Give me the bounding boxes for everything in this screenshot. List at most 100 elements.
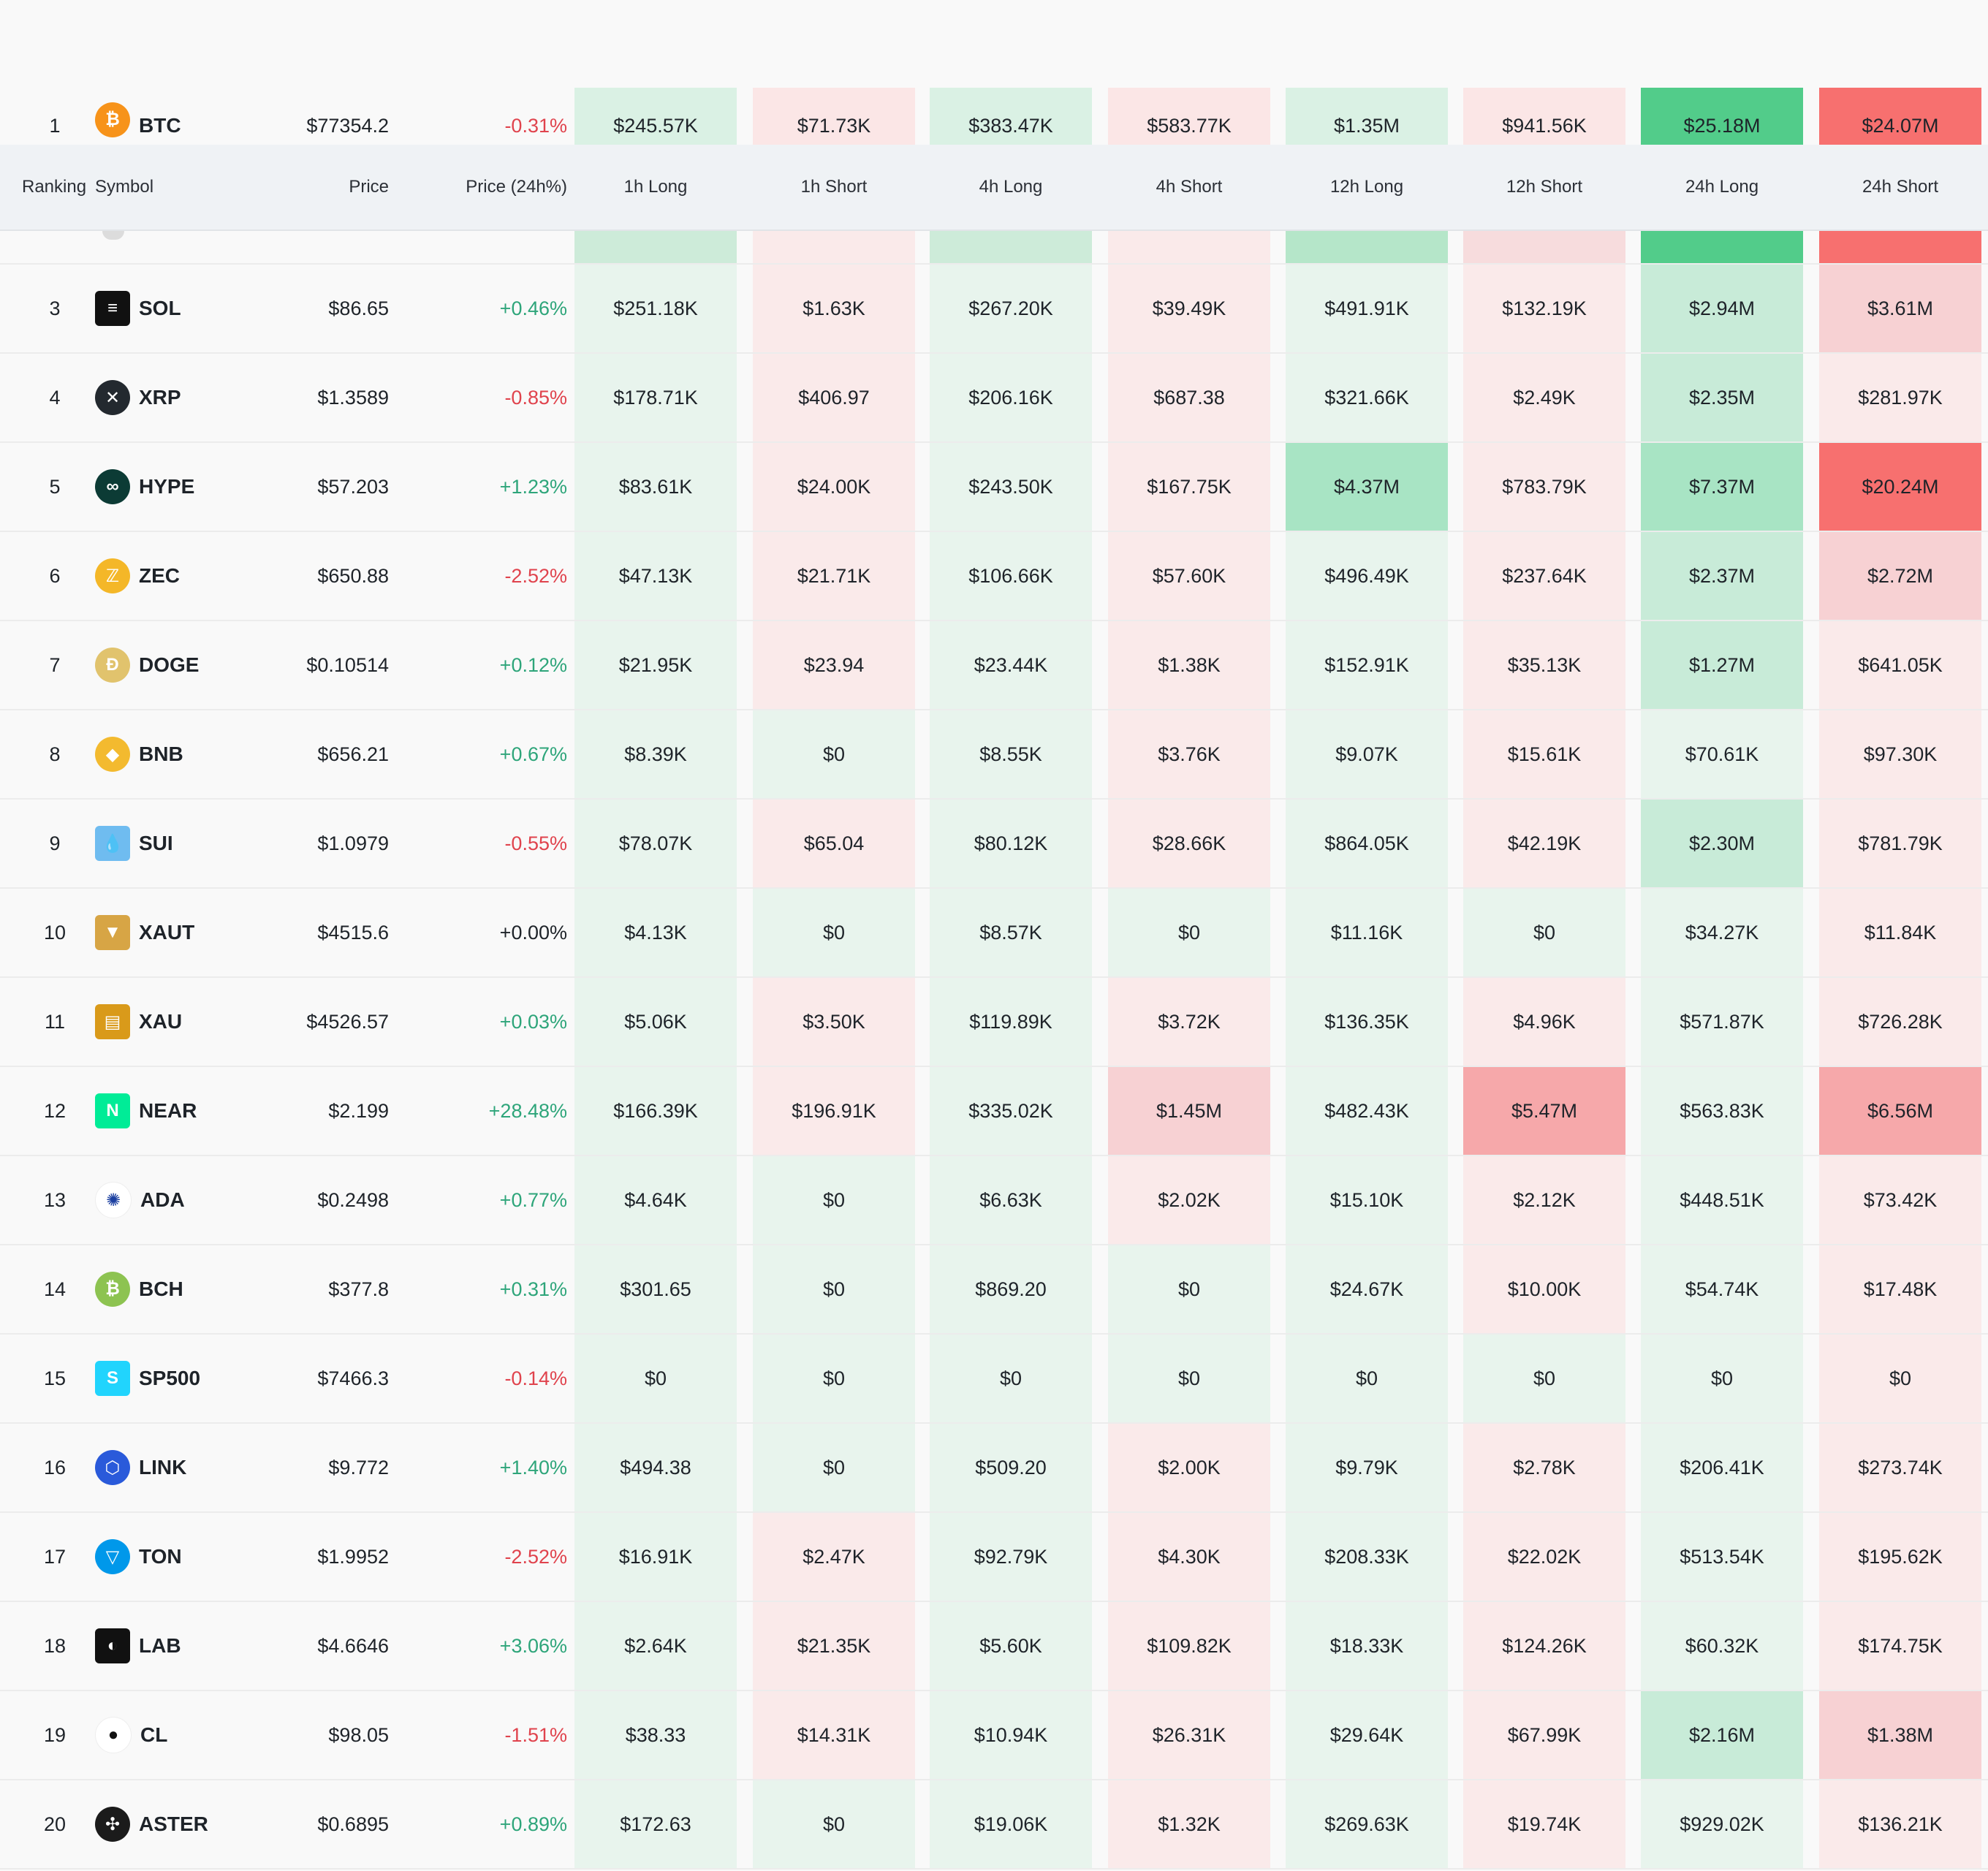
- 24h-short-cell: $11.84K: [1819, 889, 1981, 976]
- symbol-cell[interactable]: ⬡ LINK: [95, 1424, 256, 1511]
- symbol-label: SUI: [139, 832, 173, 854]
- symbol-cell[interactable]: ▼ XAUT: [95, 889, 256, 976]
- symbol-cell[interactable]: ✣ ASTER: [95, 1780, 256, 1868]
- 4h-long-cell: $869.20: [930, 1245, 1092, 1333]
- header-price[interactable]: Price: [349, 177, 389, 197]
- table-row[interactable]: 7 Ð DOGE $0.10514 +0.12% $21.95K $23.94 $23.44K…: [0, 621, 1988, 710]
- price-cell: $4515.6: [317, 921, 389, 944]
- symbol-label: ADA: [140, 1188, 185, 1211]
- table-row[interactable]: 19 ● CL $98.05 -1.51% $38.33 $14.31K $10.94K $26…: [0, 1691, 1988, 1780]
- 1h-long-cell: $5.06K: [574, 978, 737, 1066]
- 1h-short-cell: $3.50K: [753, 978, 915, 1066]
- symbol-cell[interactable]: ₿ BCH: [95, 1245, 256, 1333]
- header-price-change[interactable]: Price (24h%): [466, 177, 567, 197]
- symbol-cell[interactable]: ∞ HYPE: [95, 443, 256, 531]
- price-change-cell: +0.67%: [499, 743, 567, 765]
- header-24h-long[interactable]: 24h Long: [1685, 177, 1759, 197]
- btc-icon: ₿: [95, 102, 130, 137]
- 24h-long-cell: $2.35M: [1641, 354, 1803, 441]
- 12h-short-cell: $783.79K: [1463, 443, 1625, 531]
- symbol-cell[interactable]: ▽ TON: [95, 1513, 256, 1601]
- rank-cell: 4: [49, 386, 61, 409]
- 12h-short-cell: $124.26K: [1463, 1602, 1625, 1690]
- price-change-cell: -2.52%: [504, 564, 567, 587]
- table-row[interactable]: 16 ⬡ LINK $9.772 +1.40% $494.38 $0 $509.20 $2.00…: [0, 1424, 1988, 1513]
- table-row[interactable]: 17 ▽ TON $1.9952 -2.52% $16.91K $2.47K $92.79K $…: [0, 1513, 1988, 1602]
- table-row[interactable]: 20 ✣ ASTER $0.6895 +0.89% $172.63 $0 $19.06K $1.…: [0, 1780, 1988, 1870]
- symbol-cell[interactable]: S SP500: [95, 1335, 256, 1422]
- 12h-long-cell: $1.35M: [1286, 88, 1448, 145]
- header-ranking[interactable]: Ranking: [22, 177, 87, 197]
- symbol-cell[interactable]: ℤ ZEC: [95, 532, 256, 620]
- table-row[interactable]: 18 ◐ LAB $4.6646 +3.06% $2.64K $21.35K $5.60K $1…: [0, 1602, 1988, 1691]
- symbol-cell[interactable]: ✺ ADA: [95, 1156, 256, 1244]
- header-24h-short[interactable]: 24h Short: [1862, 177, 1939, 197]
- symbol-cell[interactable]: ✕ XRP: [95, 354, 256, 441]
- strip-cell: [1463, 231, 1625, 263]
- table-row[interactable]: 9 💧 SUI $1.0979 -0.55% $78.07K $65.04 $80.12K $2…: [0, 800, 1988, 889]
- 4h-short-cell: $4.30K: [1108, 1513, 1270, 1601]
- 1h-short-cell: $24.00K: [753, 443, 915, 531]
- price-cell: $1.9952: [317, 1545, 389, 1568]
- header-1h-short[interactable]: 1h Short: [800, 177, 868, 197]
- header-symbol[interactable]: Symbol: [95, 177, 154, 197]
- symbol-cell[interactable]: ◆ BNB: [95, 710, 256, 798]
- 4h-long-cell: $5.60K: [930, 1602, 1092, 1690]
- strip-cell: [574, 231, 737, 263]
- 1h-long-cell: $4.64K: [574, 1156, 737, 1244]
- symbol-cell[interactable]: ▤ XAU: [95, 978, 256, 1066]
- table-row[interactable]: 8 ◆ BNB $656.21 +0.67% $8.39K $0 $8.55K $3.76K $9…: [0, 710, 1988, 800]
- 24h-long-cell: $25.18M: [1641, 88, 1803, 145]
- header-12h-short[interactable]: 12h Short: [1506, 177, 1583, 197]
- symbol-cell[interactable]: ● CL: [95, 1691, 256, 1779]
- 12h-long-cell: $864.05K: [1286, 800, 1448, 887]
- 24h-long-cell: $2.94M: [1641, 265, 1803, 352]
- symbol-cell[interactable]: ₿ BTC: [95, 88, 256, 145]
- 1h-short-cell: $23.94: [753, 621, 915, 709]
- rank-cell: 20: [43, 1813, 67, 1835]
- table-row[interactable]: 6 ℤ ZEC $650.88 -2.52% $47.13K $21.71K $106.66K…: [0, 532, 1988, 621]
- header-4h-long[interactable]: 4h Long: [979, 177, 1043, 197]
- symbol-cell[interactable]: Ð DOGE: [95, 621, 256, 709]
- 4h-long-cell: $119.89K: [930, 978, 1092, 1066]
- symbol-label: XAU: [139, 1010, 183, 1033]
- hype-icon: ∞: [95, 469, 130, 504]
- table-row[interactable]: 12 N NEAR $2.199 +28.48% $166.39K $196.91K $335…: [0, 1067, 1988, 1156]
- symbol-cell[interactable]: ◐ LAB: [95, 1602, 256, 1690]
- 12h-long-cell: $0: [1286, 1335, 1448, 1422]
- symbol-cell[interactable]: N NEAR: [95, 1067, 256, 1155]
- header-1h-long[interactable]: 1h Long: [623, 177, 688, 197]
- table-row[interactable]: 11 ▤ XAU $4526.57 +0.03% $5.06K $3.50K $119.89K…: [0, 978, 1988, 1067]
- 1h-short-cell: $14.31K: [753, 1691, 915, 1779]
- symbol-label: BNB: [139, 743, 183, 765]
- 12h-long-cell: $208.33K: [1286, 1513, 1448, 1601]
- price-cell: $98.05: [328, 1723, 389, 1746]
- symbol-cell[interactable]: 💧 SUI: [95, 800, 256, 887]
- 1h-short-cell: $196.91K: [753, 1067, 915, 1155]
- table-row[interactable]: 15 S SP500 $7466.3 -0.14% $0 $0 $0 $0 $0 $0 $0 $0: [0, 1335, 1988, 1424]
- table-row[interactable]: 13 ✺ ADA $0.2498 +0.77% $4.64K $0 $6.63K $2.02K $…: [0, 1156, 1988, 1245]
- header-4h-short[interactable]: 4h Short: [1156, 177, 1223, 197]
- 1h-long-cell: $245.57K: [574, 88, 737, 145]
- 4h-long-cell: $6.63K: [930, 1156, 1092, 1244]
- table-row[interactable]: 3 ≡ SOL $86.65 +0.46% $251.18K $1.63K $267.20K $…: [0, 265, 1988, 354]
- header-12h-long[interactable]: 12h Long: [1329, 177, 1404, 197]
- table-row[interactable]: 10 ▼ XAUT $4515.6 +0.00% $4.13K $0 $8.57K $0 $11.…: [0, 889, 1988, 978]
- 1h-long-cell: $16.91K: [574, 1513, 737, 1601]
- table-row[interactable]: 1 ₿ BTC $77354.2 -0.31% $245.57K $71.73K $383.4…: [0, 88, 1988, 145]
- price-change-cell: +0.03%: [499, 1010, 567, 1033]
- 12h-short-cell: $0: [1463, 889, 1625, 976]
- 4h-short-cell: $1.32K: [1108, 1780, 1270, 1868]
- table-row[interactable]: 4 ✕ XRP $1.3589 -0.85% $178.71K $406.97 $206.16…: [0, 354, 1988, 443]
- price-change-cell: -0.55%: [504, 832, 567, 854]
- ada-icon: ✺: [95, 1182, 132, 1218]
- 1h-long-cell: $2.64K: [574, 1602, 737, 1690]
- table-row[interactable]: 14 ₿ BCH $377.8 +0.31% $301.65 $0 $869.20 $0 $24.…: [0, 1245, 1988, 1335]
- aster-icon: ✣: [95, 1807, 130, 1842]
- 1h-short-cell: $0: [753, 1335, 915, 1422]
- rank-cell: 7: [49, 653, 61, 676]
- 1h-long-cell: $178.71K: [574, 354, 737, 441]
- table-row[interactable]: 5 ∞ HYPE $57.203 +1.23% $83.61K $24.00K $243.50…: [0, 443, 1988, 532]
- symbol-cell[interactable]: ≡ SOL: [95, 265, 256, 352]
- 24h-short-cell: $6.56M: [1819, 1067, 1981, 1155]
